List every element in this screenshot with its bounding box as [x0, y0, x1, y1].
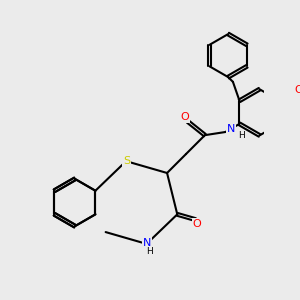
Text: N: N: [142, 238, 151, 248]
Text: O: O: [295, 85, 300, 95]
Text: H: H: [146, 247, 153, 256]
Text: N: N: [227, 124, 235, 134]
Text: H: H: [238, 131, 245, 140]
Text: O: O: [180, 112, 189, 122]
Text: O: O: [192, 219, 201, 229]
Text: S: S: [123, 156, 130, 166]
